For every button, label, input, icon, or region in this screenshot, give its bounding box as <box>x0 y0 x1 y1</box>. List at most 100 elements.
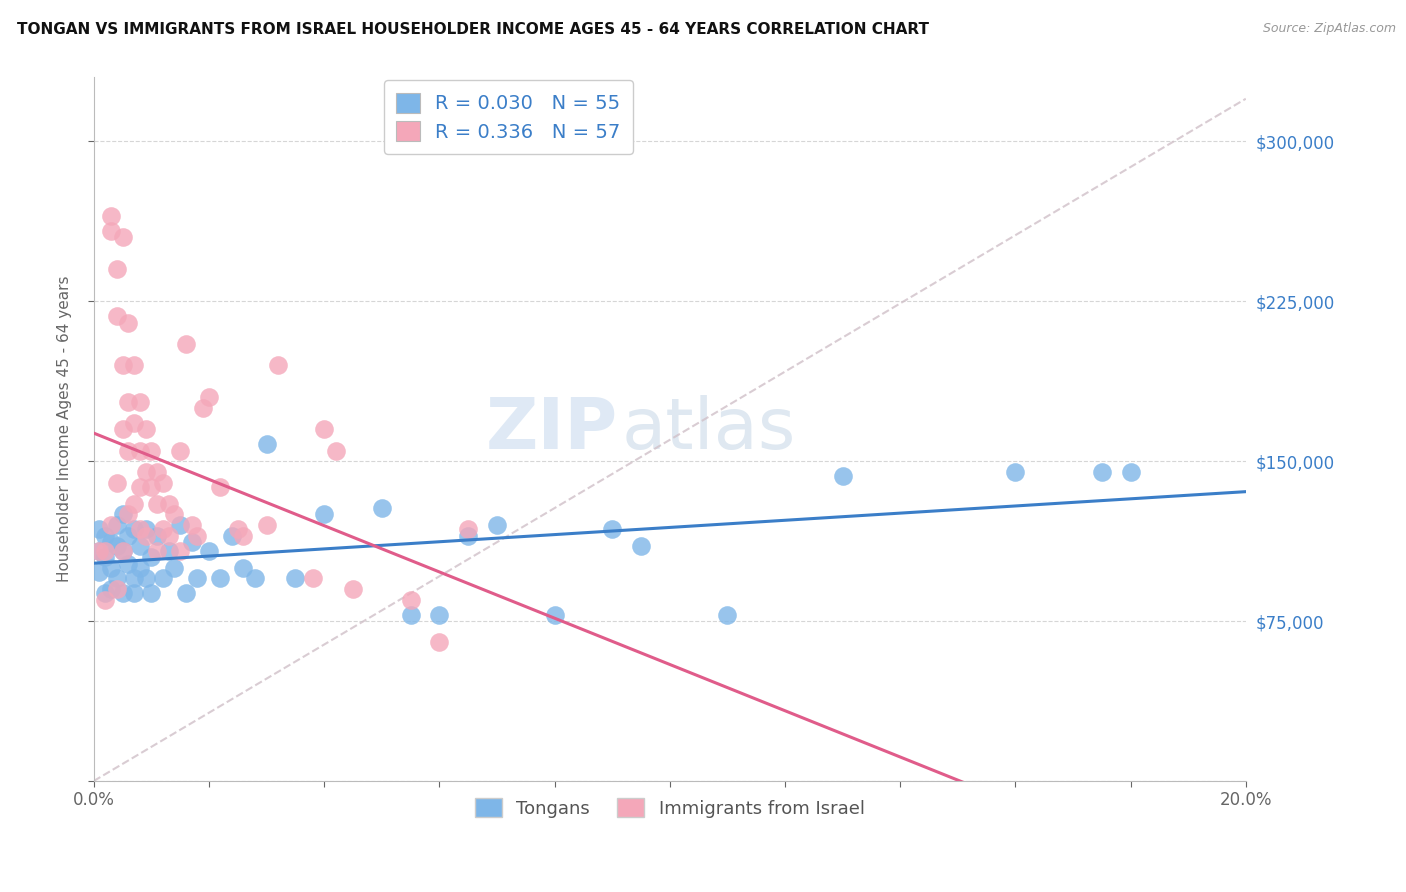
Point <box>169 443 191 458</box>
Point <box>146 497 169 511</box>
Point <box>111 586 134 600</box>
Point <box>105 518 128 533</box>
Point <box>128 480 150 494</box>
Point <box>100 518 122 533</box>
Point <box>630 540 652 554</box>
Point <box>427 635 450 649</box>
Point <box>122 523 145 537</box>
Point <box>342 582 364 596</box>
Point <box>180 535 202 549</box>
Point <box>117 316 139 330</box>
Point <box>146 543 169 558</box>
Point <box>427 607 450 622</box>
Point <box>128 394 150 409</box>
Point <box>146 465 169 479</box>
Point <box>122 586 145 600</box>
Y-axis label: Householder Income Ages 45 - 64 years: Householder Income Ages 45 - 64 years <box>58 276 72 582</box>
Point <box>100 582 122 596</box>
Point <box>135 465 157 479</box>
Point <box>141 586 163 600</box>
Point <box>232 561 254 575</box>
Point <box>89 565 111 579</box>
Point <box>111 508 134 522</box>
Point <box>163 561 186 575</box>
Point <box>128 523 150 537</box>
Point <box>135 523 157 537</box>
Point <box>301 571 323 585</box>
Point <box>152 523 174 537</box>
Point <box>105 475 128 490</box>
Point <box>209 571 232 585</box>
Point <box>163 508 186 522</box>
Point <box>94 529 117 543</box>
Point <box>141 480 163 494</box>
Text: atlas: atlas <box>621 395 796 464</box>
Point <box>94 543 117 558</box>
Point <box>105 582 128 596</box>
Point <box>267 358 290 372</box>
Point <box>122 571 145 585</box>
Point <box>111 422 134 436</box>
Point <box>122 358 145 372</box>
Point <box>399 592 422 607</box>
Point <box>226 523 249 537</box>
Point <box>89 523 111 537</box>
Point <box>457 529 479 543</box>
Point <box>180 518 202 533</box>
Point <box>256 518 278 533</box>
Point <box>314 508 336 522</box>
Point <box>117 557 139 571</box>
Point <box>543 607 565 622</box>
Point <box>105 540 128 554</box>
Point <box>117 508 139 522</box>
Point <box>94 586 117 600</box>
Point <box>209 480 232 494</box>
Point <box>600 523 623 537</box>
Text: Source: ZipAtlas.com: Source: ZipAtlas.com <box>1263 22 1396 36</box>
Point <box>1091 465 1114 479</box>
Point <box>122 416 145 430</box>
Point <box>117 529 139 543</box>
Point <box>94 550 117 565</box>
Point <box>186 571 208 585</box>
Point <box>831 469 853 483</box>
Point <box>117 443 139 458</box>
Text: ZIP: ZIP <box>485 395 617 464</box>
Point <box>117 394 139 409</box>
Point <box>485 518 508 533</box>
Point <box>100 209 122 223</box>
Point <box>135 529 157 543</box>
Point <box>128 443 150 458</box>
Point <box>157 529 180 543</box>
Text: TONGAN VS IMMIGRANTS FROM ISRAEL HOUSEHOLDER INCOME AGES 45 - 64 YEARS CORRELATI: TONGAN VS IMMIGRANTS FROM ISRAEL HOUSEHO… <box>17 22 929 37</box>
Point <box>146 529 169 543</box>
Point <box>198 390 221 404</box>
Point <box>243 571 266 585</box>
Point <box>221 529 243 543</box>
Point <box>186 529 208 543</box>
Point <box>174 586 197 600</box>
Point <box>1119 465 1142 479</box>
Point <box>370 501 392 516</box>
Point <box>100 224 122 238</box>
Point <box>135 422 157 436</box>
Point <box>128 540 150 554</box>
Point <box>105 262 128 277</box>
Point <box>141 443 163 458</box>
Point <box>105 571 128 585</box>
Point <box>256 437 278 451</box>
Point <box>89 543 111 558</box>
Legend: Tongans, Immigrants from Israel: Tongans, Immigrants from Israel <box>468 791 872 825</box>
Point <box>314 422 336 436</box>
Point <box>111 543 134 558</box>
Point <box>135 571 157 585</box>
Point <box>152 475 174 490</box>
Point <box>399 607 422 622</box>
Point <box>105 310 128 324</box>
Point <box>122 497 145 511</box>
Point <box>198 543 221 558</box>
Point <box>1004 465 1026 479</box>
Point <box>100 535 122 549</box>
Point <box>284 571 307 585</box>
Point <box>157 543 180 558</box>
